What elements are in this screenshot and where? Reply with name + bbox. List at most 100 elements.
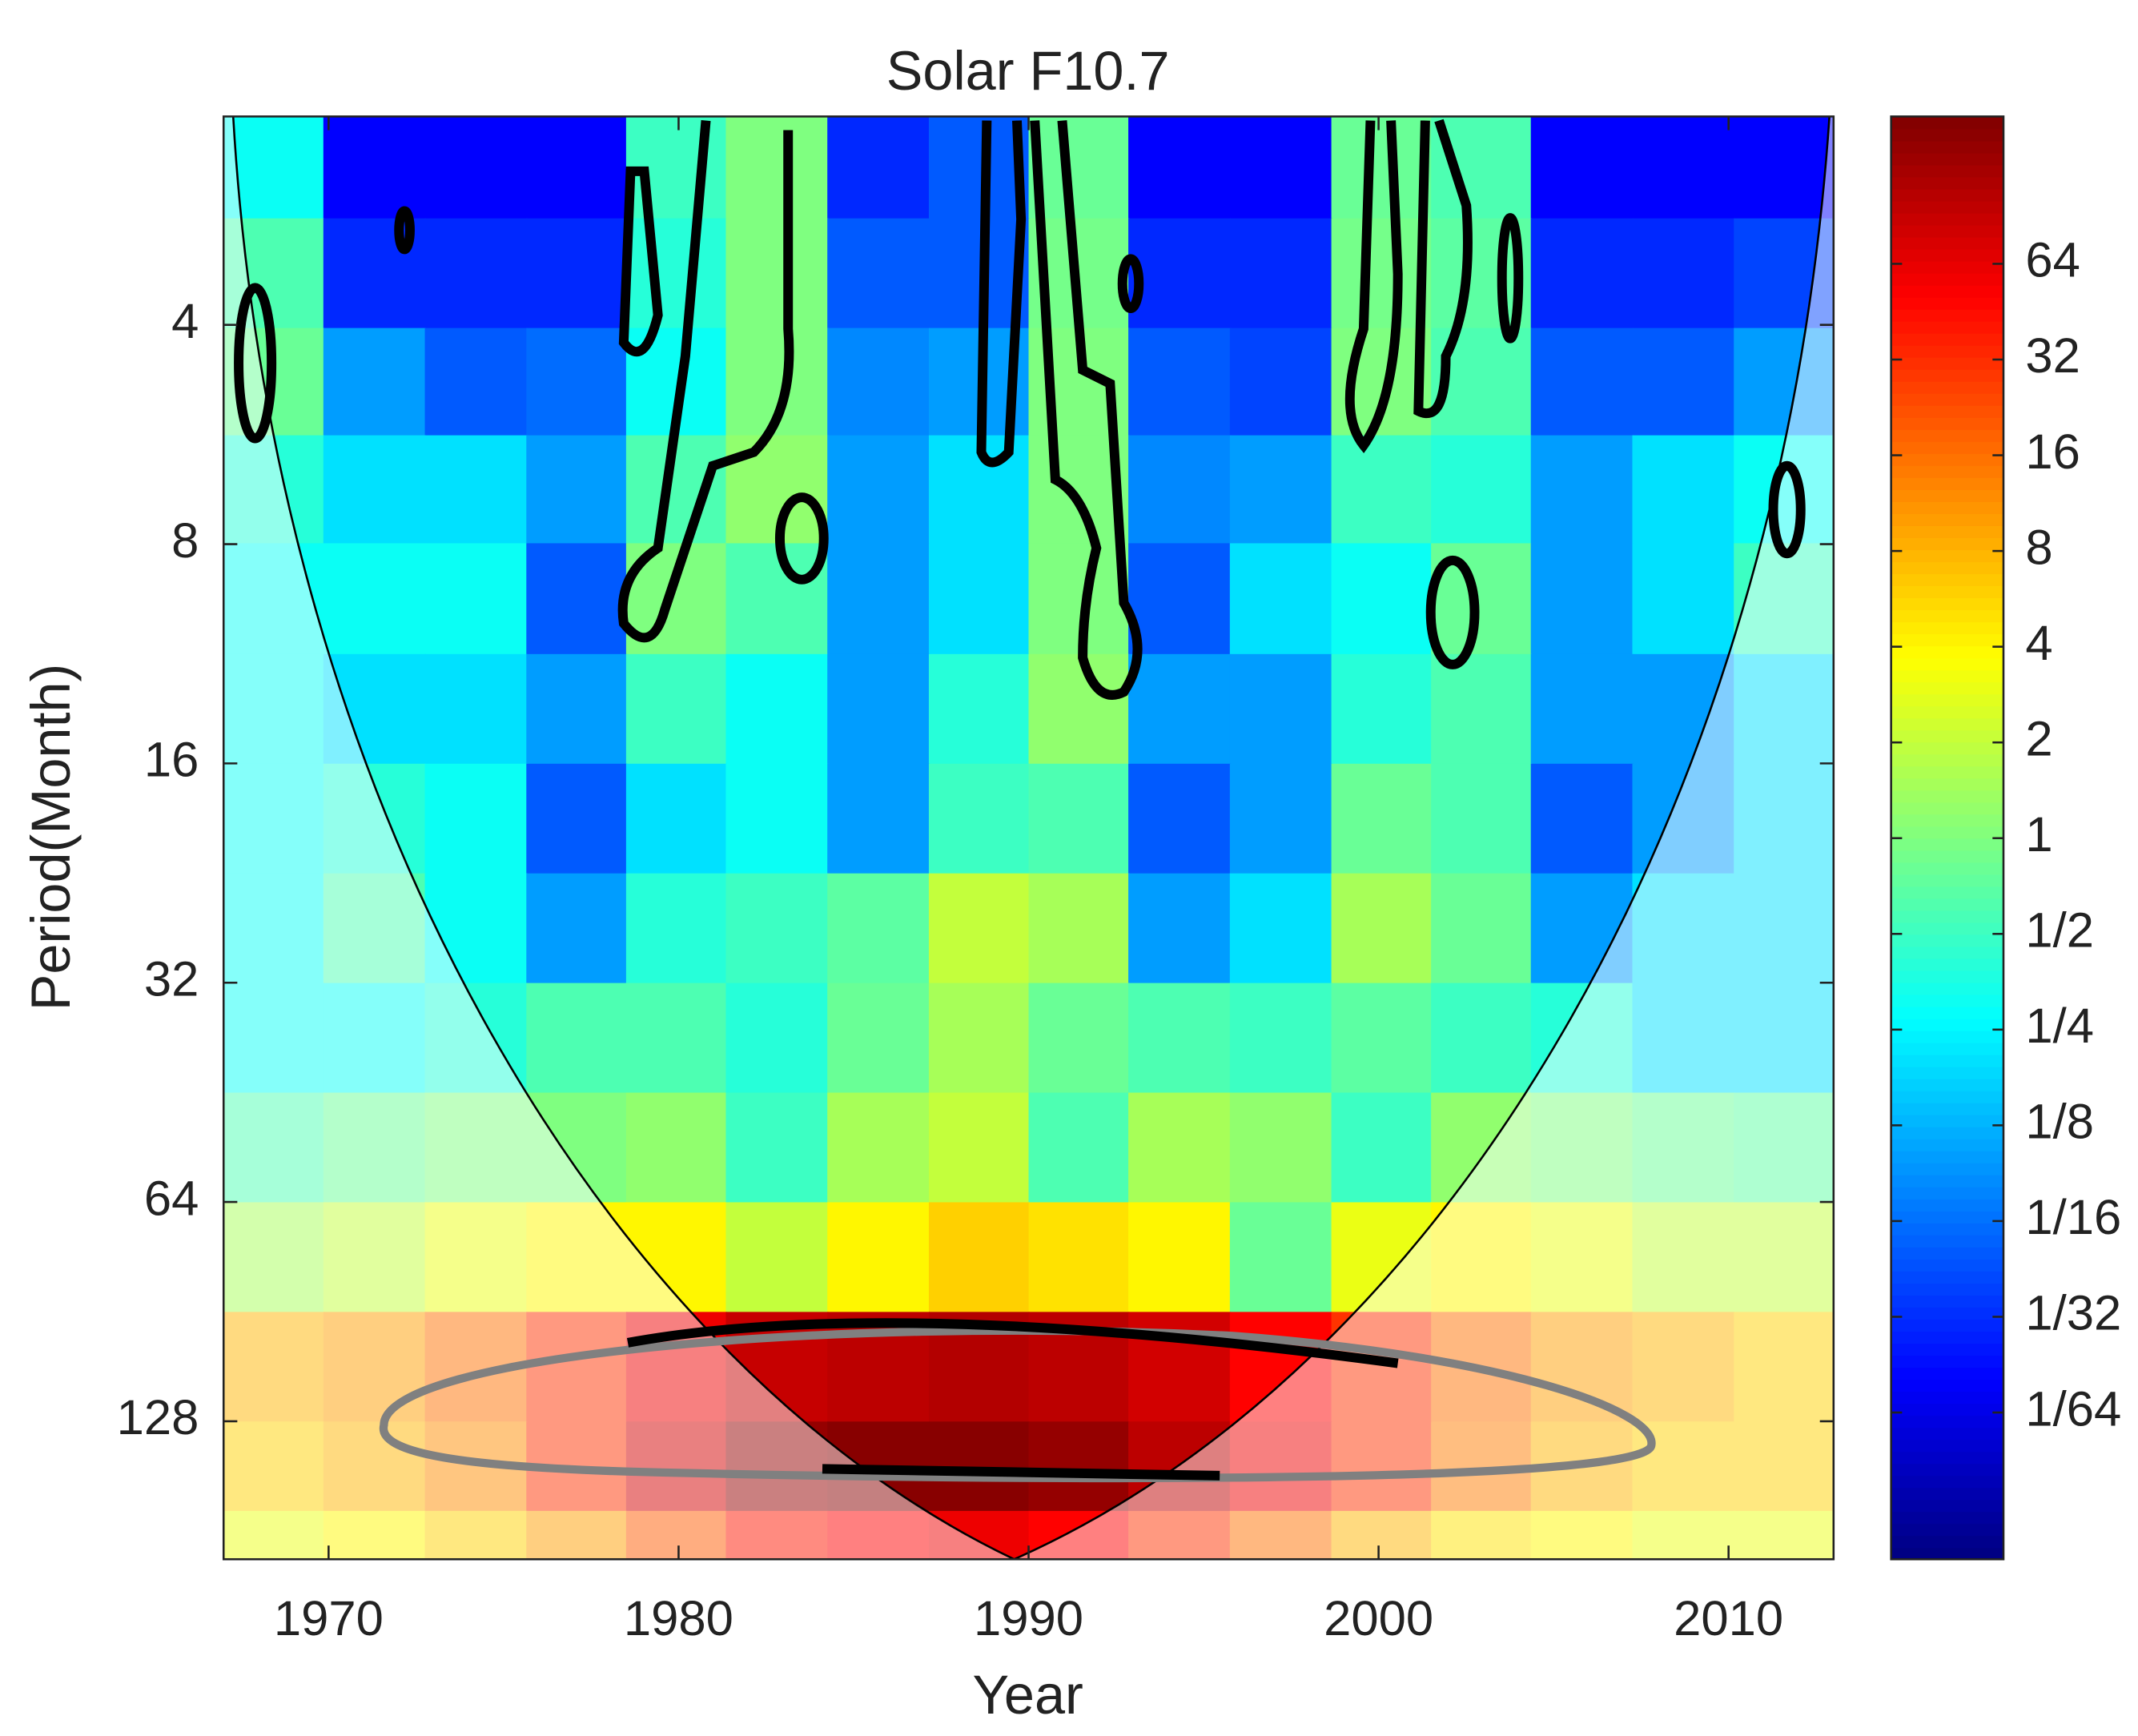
- heat-cell: [827, 1092, 930, 1204]
- significance-contour: [394, 206, 415, 255]
- heat-cell: [725, 653, 829, 766]
- heat-cell: [1028, 1421, 1130, 1513]
- colorbar-swatch: [1891, 693, 2003, 707]
- y-tick-label: 64: [144, 1171, 199, 1226]
- colorbar-swatch: [1891, 1018, 2003, 1031]
- heat-cell: [928, 983, 1030, 1094]
- axes: 1/64 1/32 1/16 1/8 1/4 1/2 1 2 4 8 16 32 64 1970 1980 1…: [117, 116, 2121, 1646]
- colorbar-swatch: [1891, 1463, 2003, 1477]
- heat-cell: [827, 653, 930, 766]
- colorbar-swatch: [1891, 488, 2003, 502]
- colorbar-swatch: [1891, 1030, 2003, 1043]
- heat-cell: [1229, 116, 1332, 220]
- heat-cell: [725, 116, 829, 220]
- colorbar-tick-label: 1/2: [2025, 903, 2094, 958]
- heat-cell: [827, 218, 930, 329]
- heat-cell: [1128, 653, 1232, 766]
- heat-cell: [1229, 1202, 1332, 1313]
- heat-cell: [1128, 1092, 1232, 1204]
- colorbar-swatch: [1891, 224, 2003, 238]
- heat-cell: [1229, 435, 1332, 545]
- significance-contour: [1117, 254, 1144, 313]
- heat-cell: [928, 873, 1030, 984]
- colorbar: [1891, 116, 2003, 1561]
- x-tick-label: 2010: [1674, 1591, 1783, 1646]
- colorbar-swatch: [1891, 1403, 2003, 1417]
- colorbar-tick-label: 1/4: [2025, 999, 2094, 1054]
- colorbar-swatch: [1891, 970, 2003, 983]
- heat-cell: [1229, 218, 1332, 329]
- colorbar-tick-label: 1/8: [2025, 1095, 2094, 1150]
- heat-cell: [1128, 1202, 1232, 1313]
- colorbar-swatch: [1891, 1186, 2003, 1200]
- colorbar-swatch: [1891, 705, 2003, 719]
- heat-cell: [1229, 328, 1332, 436]
- colorbar-swatch: [1891, 248, 2003, 262]
- colorbar-tick-label: 4: [2025, 616, 2052, 671]
- heat-cell: [526, 873, 628, 984]
- colorbar-swatch: [1891, 573, 2003, 587]
- colorbar-swatch: [1891, 1270, 2003, 1284]
- heat-cell: [1229, 653, 1332, 766]
- heat-cell: [827, 763, 930, 875]
- heat-cell: [1431, 653, 1533, 766]
- colorbar-swatch: [1891, 416, 2003, 430]
- colorbar-swatch: [1891, 116, 2003, 130]
- colorbar-swatch: [1891, 1174, 2003, 1187]
- heat-cell: [928, 1092, 1030, 1204]
- heat-cell: [725, 763, 829, 875]
- colorbar-tick-label: 1: [2025, 807, 2052, 862]
- heat-cell: [625, 653, 727, 766]
- x-tick-label: 2000: [1324, 1591, 1433, 1646]
- heat-cell: [928, 543, 1030, 656]
- significance-contour: [618, 166, 663, 357]
- colorbar-swatch: [1891, 597, 2003, 611]
- heat-cell: [1028, 653, 1130, 766]
- heat-cell: [1229, 543, 1332, 656]
- colorbar-swatch: [1891, 188, 2003, 202]
- colorbar-swatch: [1891, 826, 2003, 839]
- colorbar-swatch: [1891, 1114, 2003, 1127]
- significance-contour: [774, 492, 829, 585]
- colorbar-swatch: [1891, 1367, 2003, 1380]
- colorbar-swatch: [1891, 260, 2003, 274]
- heat-cell: [1530, 543, 1634, 656]
- heat-cell: [526, 983, 628, 1094]
- colorbar-swatch: [1891, 753, 2003, 767]
- colorbar-swatch: [1891, 380, 2003, 394]
- heat-cell: [827, 873, 930, 984]
- heat-cell: [1331, 435, 1433, 545]
- colorbar-swatch: [1891, 1198, 2003, 1212]
- heat-cell: [827, 435, 930, 545]
- heat-cell: [625, 763, 727, 875]
- heat-cell: [1028, 116, 1130, 220]
- colorbar-swatch: [1891, 404, 2003, 418]
- colorbar-swatch: [1891, 332, 2003, 346]
- heatmap: [223, 116, 1834, 1560]
- colorbar-swatch: [1891, 850, 2003, 863]
- colorbar-swatch: [1891, 814, 2003, 827]
- y-tick-label: 16: [144, 733, 199, 788]
- heat-cell: [526, 653, 628, 766]
- heat-cell: [1128, 543, 1232, 656]
- heat-cell: [1331, 983, 1433, 1094]
- colorbar-swatch: [1891, 994, 2003, 1007]
- colorbar-swatch: [1891, 1258, 2003, 1272]
- heat-cell: [928, 1202, 1030, 1313]
- colorbar-swatch: [1891, 284, 2003, 298]
- heat-cell: [1028, 873, 1130, 984]
- colorbar-swatch: [1891, 536, 2003, 551]
- colorbar-tick-label: 16: [2025, 424, 2080, 480]
- y-tick-label: 8: [171, 513, 199, 569]
- colorbar-swatch: [1891, 464, 2003, 478]
- colorbar-swatch: [1891, 561, 2003, 575]
- colorbar-swatch: [1891, 1222, 2003, 1236]
- heat-cell: [424, 116, 528, 220]
- heat-cell: [1632, 116, 1735, 220]
- heat-cell: [1128, 435, 1232, 545]
- colorbar-swatch: [1891, 1499, 2003, 1513]
- heat-cell: [827, 116, 930, 220]
- colorbar-swatch: [1891, 922, 2003, 935]
- significance-contour: [1425, 555, 1480, 669]
- colorbar-swatch: [1891, 1318, 2003, 1332]
